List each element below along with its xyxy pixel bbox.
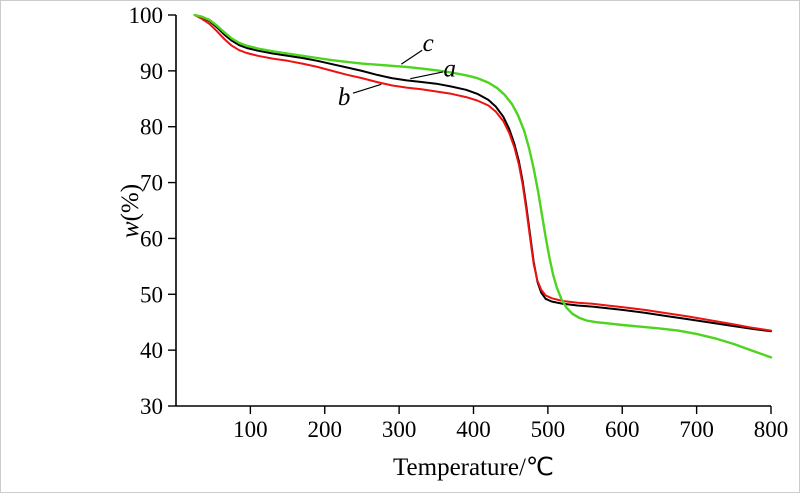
- x-tick-label: 400: [456, 417, 491, 442]
- curve-a: [193, 14, 772, 333]
- y-tick-label: 90: [140, 59, 163, 84]
- x-tick-label: 800: [754, 417, 789, 442]
- y-axis-title: w(%): [117, 169, 145, 253]
- y-axis-title-symbol: w: [117, 221, 144, 239]
- curve-b: [193, 14, 772, 332]
- y-tick-label: 40: [140, 338, 163, 363]
- curve-label-c: c: [423, 30, 434, 57]
- x-tick-label: 100: [233, 417, 268, 442]
- x-tick-label: 300: [382, 417, 417, 442]
- leader-line-b: [352, 83, 382, 94]
- x-tick-label: 200: [308, 417, 343, 442]
- curve-label-a: a: [443, 56, 456, 83]
- leader-line-c: [401, 49, 423, 65]
- y-tick-label: 100: [129, 3, 164, 28]
- x-tick-label: 500: [531, 417, 566, 442]
- y-tick-label: 80: [140, 115, 163, 140]
- y-tick-label: 30: [140, 394, 163, 419]
- x-tick-label: 700: [679, 417, 714, 442]
- x-tick-label: 600: [605, 417, 640, 442]
- y-tick-label: 60: [140, 226, 163, 251]
- y-axis-title-unit: (%): [117, 183, 144, 222]
- x-axis-title: Temperature/℃: [393, 454, 554, 481]
- curve-c: [193, 13, 773, 359]
- leader-line-a: [410, 71, 444, 80]
- curve-label-b: b: [338, 84, 351, 111]
- y-tick-label: 50: [140, 282, 163, 307]
- y-tick-label: 70: [140, 171, 163, 196]
